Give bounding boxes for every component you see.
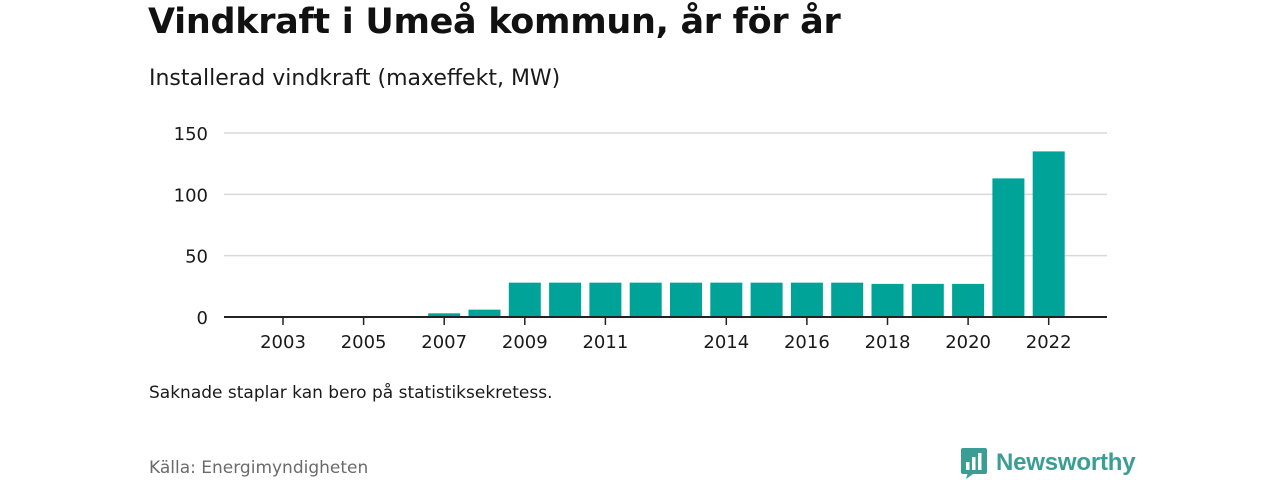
x-tick-label: 2009 — [502, 332, 548, 353]
bar-2014 — [710, 282, 743, 317]
x-tick-label: 2016 — [784, 332, 830, 353]
bar-2010 — [549, 282, 582, 317]
y-tick-label: 150 — [174, 124, 208, 145]
x-tick-label: 2011 — [582, 332, 628, 353]
bar-2008 — [468, 309, 501, 317]
x-tick-label: 2014 — [703, 332, 749, 353]
bar-2021 — [992, 178, 1025, 317]
chart-title: Vindkraft i Umeå kommun, år för år — [148, 2, 841, 42]
y-tick-label: 50 — [185, 247, 208, 268]
bar-2019 — [911, 283, 944, 317]
y-tick-label: 0 — [197, 308, 208, 329]
bar-2012 — [629, 282, 662, 317]
newsworthy-logo-icon — [961, 448, 987, 479]
bar-chart: 0 50 100 150 2003 2005 2007 2009 2011 2014 2016 201… — [174, 124, 1107, 353]
source-credit: Källa: Energimyndigheten — [149, 458, 369, 478]
bar-2007 — [428, 313, 461, 317]
bar-2009 — [508, 282, 541, 317]
chart-note: Saknade staplar kan bero på statistiksek… — [149, 383, 553, 403]
bar-2022 — [1032, 151, 1065, 317]
brand-name: Newsworthy — [996, 449, 1136, 476]
x-tick-label: 2007 — [421, 332, 467, 353]
bar-2015 — [750, 282, 783, 317]
x-tick-label: 2005 — [341, 332, 387, 353]
x-tick-label: 2020 — [945, 332, 991, 353]
brand-logo-link[interactable]: Newsworthy — [960, 446, 1136, 480]
x-tick-label: 2022 — [1026, 332, 1072, 353]
bar-2020 — [952, 283, 985, 317]
bar-2016 — [790, 282, 823, 317]
bar-2011 — [589, 282, 622, 317]
chart-subtitle: Installerad vindkraft (maxeffekt, MW) — [149, 66, 561, 91]
x-tick-label: 2018 — [865, 332, 911, 353]
bar-2017 — [831, 282, 864, 317]
x-tick-label: 2003 — [260, 332, 306, 353]
bar-2018 — [871, 283, 904, 317]
bar-2013 — [670, 282, 702, 317]
y-tick-label: 100 — [174, 185, 208, 206]
